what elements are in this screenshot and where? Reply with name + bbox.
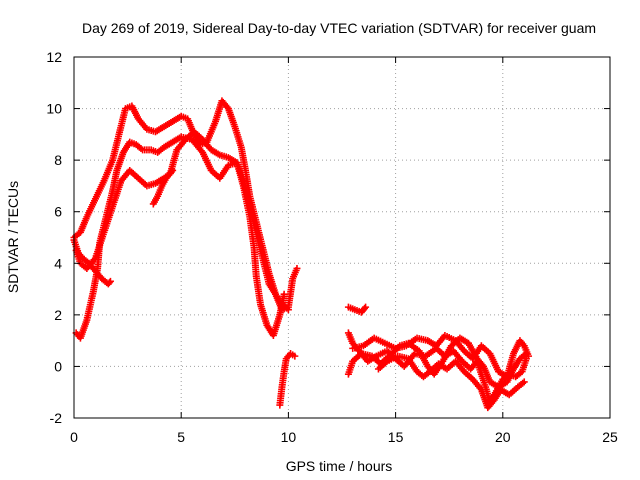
data-marks <box>70 97 533 412</box>
data-series-track-6 <box>276 350 299 409</box>
grid-layer <box>74 57 610 418</box>
y-tick-label: 2 <box>54 307 62 323</box>
data-series-track-11 <box>374 352 528 412</box>
data-point <box>291 352 299 360</box>
y-tick-label: 6 <box>54 204 62 220</box>
x-tick-label: 0 <box>70 429 78 445</box>
data-point <box>362 303 370 311</box>
data-point <box>105 279 113 287</box>
ticks-layer: 0 5 10 15 20 25 -2 0 2 4 6 8 10 12 <box>46 49 618 445</box>
y-tick-label: 8 <box>54 152 62 168</box>
data-point <box>280 290 288 298</box>
x-tick-label: 5 <box>177 429 185 445</box>
data-point <box>293 264 301 272</box>
y-tick-label: 10 <box>46 101 62 117</box>
x-tick-label: 15 <box>388 429 404 445</box>
y-axis-label: SDTVAR / TECUs <box>5 181 21 293</box>
x-axis-label: GPS time / hours <box>286 458 393 474</box>
x-tick-label: 10 <box>281 429 297 445</box>
y-tick-label: 12 <box>46 49 62 65</box>
data-series-track-7 <box>344 303 370 316</box>
plot-frame <box>73 56 611 419</box>
x-tick-label: 20 <box>495 429 511 445</box>
data-point <box>106 277 114 285</box>
data-series-track-5 <box>149 166 177 208</box>
chart-title: Day 269 of 2019, Sidereal Day-to-day VTE… <box>82 20 596 36</box>
y-tick-label: 4 <box>54 255 62 271</box>
data-point <box>525 352 533 360</box>
data-point <box>361 304 369 312</box>
data-point <box>284 306 292 314</box>
y-tick-label: 0 <box>54 358 62 374</box>
data-series-track-3 <box>72 133 288 342</box>
y-tick-label: -2 <box>50 410 63 426</box>
data-point <box>520 378 528 386</box>
x-tick-label: 25 <box>602 429 618 445</box>
data-series-track-10 <box>349 331 533 381</box>
data-point <box>169 166 177 174</box>
